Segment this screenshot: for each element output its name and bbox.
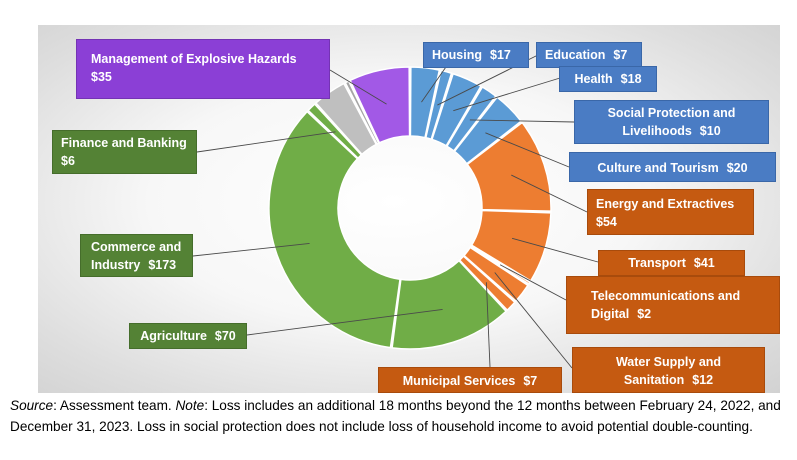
label-water-name-1: Water Supply and bbox=[615, 355, 722, 369]
label-housing-name: Housing bbox=[432, 48, 482, 62]
leader-line bbox=[511, 237, 599, 263]
slice-social-protection-and-livelihoods bbox=[445, 85, 497, 152]
slice-agriculture bbox=[391, 259, 508, 350]
leader-line bbox=[485, 282, 491, 368]
leader-line bbox=[494, 272, 573, 369]
slice-other-small- bbox=[344, 80, 380, 146]
caption-source-label: Source bbox=[10, 398, 54, 413]
label-transport: Transport $41 bbox=[598, 250, 745, 276]
label-finance-name: Finance and Banking bbox=[61, 136, 187, 150]
slice-culture-and-tourism bbox=[453, 96, 523, 165]
label-health-name: Health bbox=[574, 72, 613, 86]
label-telecom: Telecommunications and Digital $2 bbox=[566, 276, 780, 334]
label-transport-name: Transport bbox=[628, 256, 686, 270]
label-education-amount: $7 bbox=[613, 48, 628, 62]
label-education-name: Education bbox=[545, 48, 606, 62]
label-housing-amount: $17 bbox=[490, 48, 511, 62]
label-social-protection: Social Protection and Livelihoods $10 bbox=[574, 100, 769, 144]
label-health-amount: $18 bbox=[620, 72, 642, 86]
label-energy-name: Energy and Extractives bbox=[596, 197, 735, 211]
label-commerce-name-1: Commerce and bbox=[91, 240, 182, 254]
slice-municipal-services bbox=[458, 255, 516, 312]
label-telecom-amount: $2 bbox=[637, 307, 652, 321]
donut-chart bbox=[192, 53, 599, 369]
label-finance: Finance and Banking $6 bbox=[52, 130, 197, 174]
slice-housing bbox=[409, 66, 441, 139]
label-explosive-amount: $35 bbox=[91, 70, 112, 84]
caption-note-text: : Loss includes an additional 18 months … bbox=[10, 398, 781, 434]
label-water-amount: $12 bbox=[692, 373, 714, 387]
label-telecom-name-1: Telecommunications and bbox=[591, 289, 741, 303]
label-municipal: Municipal Services $7 bbox=[378, 367, 562, 393]
label-social-name-2: Livelihoods bbox=[622, 124, 692, 138]
slice-energy-and-extractives bbox=[466, 121, 552, 212]
label-explosive-name: Management of Explosive Hazards bbox=[91, 52, 297, 66]
label-culture-amount: $20 bbox=[726, 161, 748, 175]
caption-source-text: : Assessment team. bbox=[53, 398, 176, 413]
label-commerce-amount: $173 bbox=[148, 258, 177, 272]
label-explosive-hazards: Management of Explosive Hazards $35 bbox=[76, 39, 330, 99]
label-education: Education $7 bbox=[536, 42, 642, 68]
leader-line bbox=[469, 119, 575, 123]
label-housing: Housing $17 bbox=[423, 42, 529, 68]
label-municipal-name: Municipal Services bbox=[402, 374, 516, 388]
label-agriculture: Agriculture $70 bbox=[129, 323, 247, 349]
label-social-amount: $10 bbox=[699, 124, 721, 138]
caption-note-label: Note bbox=[175, 398, 205, 413]
leader-line bbox=[485, 132, 570, 168]
slice-management-of-explosive-hazards bbox=[349, 66, 411, 144]
label-social-name-1: Social Protection and bbox=[607, 106, 736, 120]
slice-finance-and-banking bbox=[307, 103, 363, 160]
label-commerce: Commerce and Industry $173 bbox=[80, 234, 193, 277]
label-health: Health $18 bbox=[559, 66, 657, 92]
label-transport-amount: $41 bbox=[693, 256, 715, 270]
label-energy-amount: $54 bbox=[596, 215, 617, 229]
figure-caption: Source: Assessment team. Note: Loss incl… bbox=[10, 396, 790, 437]
leader-line bbox=[511, 174, 588, 213]
label-energy: Energy and Extractives $54 bbox=[587, 189, 754, 235]
leader-line bbox=[246, 308, 443, 336]
label-finance-amount: $6 bbox=[61, 154, 75, 168]
label-telecom-name-2: Digital bbox=[591, 307, 630, 321]
label-culture-tourism: Culture and Tourism $20 bbox=[569, 152, 776, 182]
label-water: Water Supply and Sanitation $12 bbox=[572, 347, 765, 393]
leader-line bbox=[192, 243, 310, 257]
label-agriculture-amount: $70 bbox=[214, 329, 236, 343]
label-municipal-amount: $7 bbox=[523, 374, 538, 388]
leader-line bbox=[499, 264, 567, 301]
leader-line bbox=[329, 69, 387, 105]
leader-line bbox=[196, 131, 336, 153]
label-commerce-name-2: Industry bbox=[91, 258, 141, 272]
label-water-name-2: Sanitation bbox=[623, 373, 685, 387]
slice-commerce-and-industry bbox=[268, 110, 401, 349]
label-agriculture-name: Agriculture bbox=[140, 329, 207, 343]
label-culture-name: Culture and Tourism bbox=[597, 161, 719, 175]
leader-line bbox=[453, 77, 561, 112]
